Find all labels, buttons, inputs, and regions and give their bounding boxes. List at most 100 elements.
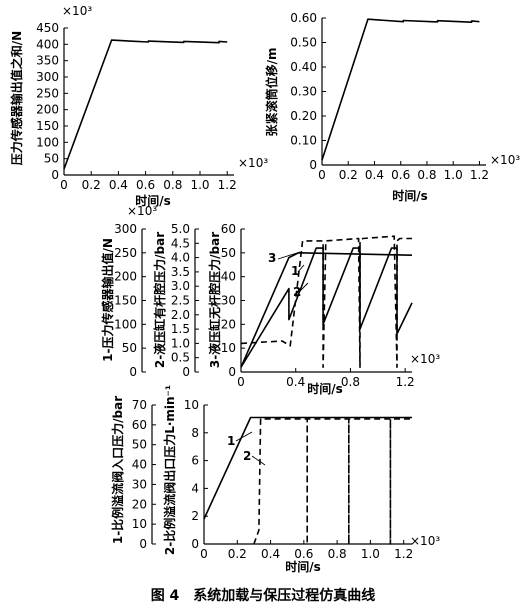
pressures-y-tick-label-left: 300	[114, 222, 137, 236]
force-x-tick-label: 1.2	[218, 178, 237, 192]
force-y-tick-label: 100	[36, 135, 59, 149]
pressures-y-tick-label-mid: 2.5	[171, 294, 190, 308]
chart-displacement: ×10³ 张紧滚筒位移/m 时间/s	[264, 48, 520, 203]
force-series-1	[63, 39, 228, 170]
pressures-y-label-3: 3-液压缸无杆腔压力/bar	[207, 232, 222, 368]
relief-x-tick-label: 0.2	[228, 547, 247, 561]
pressures-y-tick-label-mid: 1.5	[171, 322, 190, 336]
displacement-x-exponent: ×10³	[490, 153, 520, 167]
pressures-y-tick-label: 30	[221, 294, 236, 308]
force-y-exponent: ×10³	[62, 4, 92, 18]
displacement-y-label: 张紧滚筒位移/m	[264, 48, 279, 137]
relief-y-tick-label-left: 50	[132, 438, 147, 452]
displacement-x-tick-label: 0.4	[365, 168, 384, 182]
relief-x-tick-label: 1.2	[394, 547, 413, 561]
relief-y-label-1: 1-比例溢流阀入口压力/bar	[110, 396, 125, 544]
pressures-y-label-2: 2-液压缸有杆腔压力/bar	[152, 232, 167, 368]
pressures-x-tick-label: 0.4	[286, 375, 305, 389]
relief-y-tick-label-left: 30	[132, 477, 147, 491]
pressures-y-tick-label-mid: 4.0	[171, 251, 190, 265]
relief-y-tick-label: 10	[184, 398, 199, 412]
relief-y-tick-label: 8	[191, 426, 199, 440]
displacement-x-tick-label: 1.0	[444, 168, 463, 182]
pressures-y-tick-label-left: 50	[122, 341, 137, 355]
curve-annotation: 1	[227, 434, 235, 448]
displacement-x-tick-label: 0.2	[339, 168, 358, 182]
relief-y-tick-label-left: 60	[132, 418, 147, 432]
relief-y-tick-label: 4	[191, 481, 199, 495]
displacement-x-tick-label: 1.2	[470, 168, 489, 182]
pressures-y-tick-label-mid: 4.5	[171, 236, 190, 250]
pressures-y-tick-label-left: 0	[129, 365, 137, 379]
pressures-y-tick-label-mid: 5.0	[171, 222, 190, 236]
displacement-y-tick-label: 0.60	[290, 11, 317, 25]
displacement-y-tick-label: 0.10	[290, 134, 317, 148]
pressures-y-tick-label-left: 250	[114, 246, 137, 260]
annotation-leader	[277, 251, 301, 260]
displacement-y-tick-label: 0	[309, 158, 317, 172]
force-x-tick-label: 0.6	[136, 178, 155, 192]
force-y-tick-label: 0	[51, 168, 59, 182]
curve-annotation: 2	[243, 449, 251, 463]
chart-force: ×10³ ×10³ 压力传感器输出值之和/N 时间/s	[9, 4, 268, 208]
pressures-x-tick-label: 0	[237, 375, 245, 389]
pressures-plot: 0 0.4 0.8 1.2010203040506005010015020025030…	[114, 222, 415, 389]
force-y-tick-label: 50	[44, 152, 59, 166]
annotation-leader	[297, 264, 305, 273]
relief-y-tick-label-left: 40	[132, 458, 147, 472]
pressures-x-tick-label: 0.8	[341, 375, 360, 389]
force-y-tick-label: 250	[36, 86, 59, 100]
relief-series-1	[203, 416, 412, 520]
force-x-tick-label: 0.2	[82, 178, 101, 192]
annotation-leader	[299, 282, 309, 292]
pressures-y-tick-label: 10	[221, 341, 236, 355]
relief-plot: 0 0.2 0.4 0.6 0.8 1.0 1.2 0 2 4 6 8 10 0 10 20 30 40 50 60 7…	[132, 398, 414, 561]
pressures-y-tick-label-left: 150	[114, 294, 137, 308]
force-y-tick-label: 300	[36, 70, 59, 84]
pressures-y-tick-label: 0	[228, 365, 236, 379]
pressures-y-tick-label: 40	[221, 270, 236, 284]
pressures-y-exponent: ×10³	[127, 204, 157, 218]
relief-x-label: 时间/s	[285, 559, 321, 574]
displacement-x-tick-label: 0	[318, 168, 326, 182]
displacement-y-tick-label: 0.40	[290, 60, 317, 74]
pressures-y-tick-label: 50	[221, 246, 236, 260]
curve-annotation: 3	[268, 251, 276, 265]
relief-y-tick-label: 0	[191, 537, 199, 551]
relief-x-tick-label: 0.4	[261, 547, 280, 561]
relief-y-tick-label-left: 20	[132, 497, 147, 511]
displacement-plot: 0 0.2 0.4 0.6 0.8 1.0 1.2 0 0.10 0.20 0.30 0.40 0.50…	[290, 11, 489, 182]
force-x-tick-label: 0	[60, 178, 68, 192]
force-x-tick-label: 0.8	[163, 178, 182, 192]
relief-y-tick-label: 6	[191, 454, 199, 468]
displacement-y-tick-label: 0.50	[290, 36, 317, 50]
force-plot: 0 0.2 0.4 0.6 0.8 1.0 1.2050100150200250300350…	[36, 21, 237, 192]
pressures-series-1	[240, 252, 413, 368]
curve-annotation: 1	[291, 264, 299, 278]
curve-annotation: 2	[293, 285, 301, 299]
pressures-x-tick-label: 1.2	[396, 375, 415, 389]
relief-x-tick-label: 0.8	[328, 547, 347, 561]
relief-x-tick-label: 0.6	[294, 547, 313, 561]
displacement-y-tick-label: 0.30	[290, 85, 317, 99]
displacement-series-1	[321, 18, 480, 161]
chart-relief: ×10³ 1-比例溢流阀入口压力/bar 2-比例溢流阀出口压力L·min⁻¹ …	[110, 385, 440, 574]
force-x-tick-label: 1.0	[190, 178, 209, 192]
force-x-label: 时间/s	[135, 193, 171, 208]
force-y-tick-label: 350	[36, 54, 59, 68]
pressures-x-label: 时间/s	[307, 381, 343, 396]
force-y-tick-label: 200	[36, 103, 59, 117]
relief-y-tick-label-left: 70	[132, 398, 147, 412]
relief-series-2	[253, 418, 412, 545]
force-y-tick-label: 400	[36, 37, 59, 51]
relief-x-tick-label: 1.0	[361, 547, 380, 561]
figure-caption: 图 4 系统加载与保压过程仿真曲线	[151, 587, 376, 604]
relief-x-tick-label: 0	[200, 547, 208, 561]
pressures-y-tick-label: 20	[221, 317, 236, 331]
relief-y-label-2: 2-比例溢流阀出口压力L·min⁻¹	[162, 385, 177, 555]
pressures-y-tick-label-left: 100	[114, 317, 137, 331]
pressures-y-tick-label-mid: 3.5	[171, 265, 190, 279]
pressures-y-label-1: 1-压力传感器输出值/N	[100, 238, 115, 362]
relief-y-tick-label: 2	[191, 509, 199, 523]
displacement-x-label: 时间/s	[392, 188, 428, 203]
